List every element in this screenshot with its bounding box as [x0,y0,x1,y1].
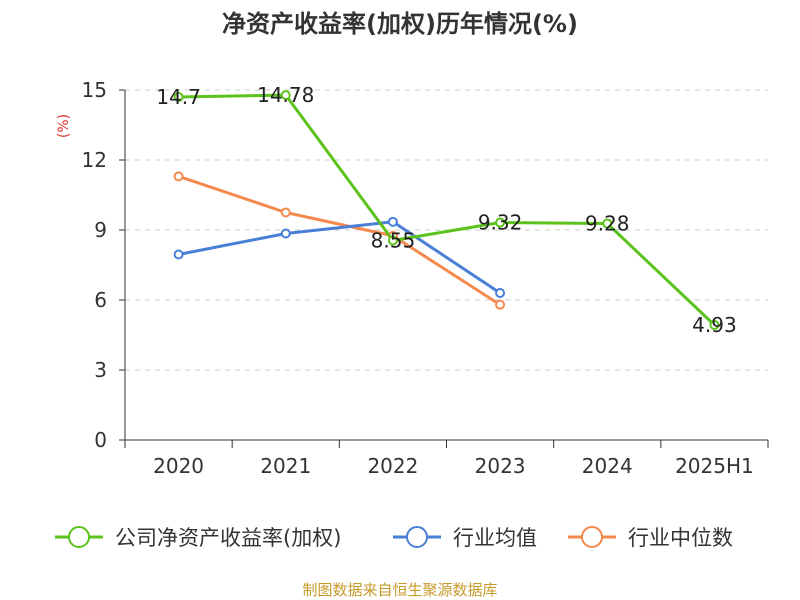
series-line [178,93,716,327]
data-point [280,207,291,218]
axes: 0 3 6 9 12 15 2020 2021 2022 2023 2024 2025H1 [82,78,769,478]
data-label: 14.7 [156,85,201,109]
legend-item: 行业中位数 [568,526,733,550]
data-label: 4.93 [692,313,737,337]
legend-swatch-marker [68,526,90,548]
data-label: 9.28 [585,211,630,235]
series-1 [173,216,506,298]
legend-label: 行业中位数 [628,526,733,550]
series-0 [173,90,720,330]
data-point [173,171,184,182]
data-point [387,216,398,227]
y-tick-label: 15 [82,78,107,102]
y-tick-label: 9 [94,218,107,242]
data-point [495,217,506,228]
data-label: 14.78 [257,83,314,107]
data-labels: 14.7 14.78 8.55 9.32 9.28 4.93 [156,83,736,337]
chart-title: 净资产收益率(加权)历年情况(%) [222,10,578,38]
data-point [280,228,291,239]
legend-label: 行业均值 [453,526,537,550]
x-tick-label: 2022 [367,454,418,478]
data-label: 8.55 [371,229,416,253]
data-point [602,218,613,229]
x-tick-label: 2024 [582,454,633,478]
series-line [178,174,501,306]
legend-swatch-marker [581,526,603,548]
y-tick-label: 3 [94,358,107,382]
series-lines [173,90,720,330]
x-tick-label: 2020 [153,454,204,478]
legend-swatch-marker [406,526,428,548]
legend-item: 行业均值 [393,526,537,550]
y-tick-label: 12 [82,148,107,172]
data-label: 9.32 [478,211,523,235]
legend: 公司净资产收益率(加权) 行业均值 行业中位数 [55,526,733,550]
data-point [387,235,398,246]
legend-item: 公司净资产收益率(加权) [55,526,341,550]
data-point [495,299,506,310]
x-tick-label: 2021 [260,454,311,478]
data-point [495,288,506,298]
data-point [173,249,184,260]
data-point [173,92,184,102]
legend-label: 公司净资产收益率(加权) [115,526,341,550]
x-tick-label: 2025H1 [675,454,754,478]
data-point [280,90,291,101]
y-tick-label: 6 [94,288,107,312]
y-axis-label: (%) [56,114,72,138]
series-line [178,220,501,295]
source-note: 制图数据来自恒生聚源数据库 [302,581,497,599]
data-point [709,319,720,330]
x-tick-label: 2023 [475,454,526,478]
y-tick-label: 0 [94,428,107,452]
series-2 [173,171,506,310]
